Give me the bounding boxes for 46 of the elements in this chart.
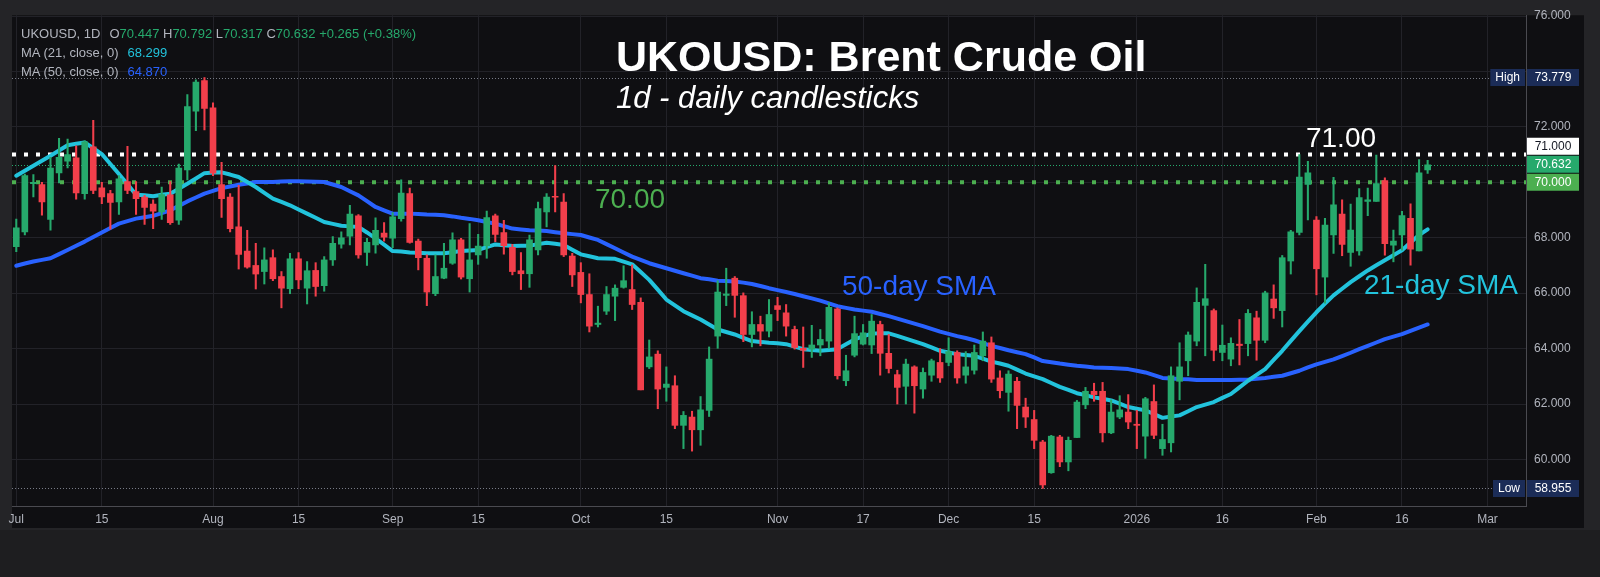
annotation: 70.00 [594,183,666,215]
x-tick-label: 17 [856,511,871,526]
annotation: UKOUSD, 1D [21,26,101,42]
x-tick-label: Feb [1306,511,1328,526]
chart-title: UKOUSD: Brent Crude Oil [616,32,1147,80]
candlestick [124,145,131,194]
annotation: MA (50, close, 0) [21,64,119,80]
text: High 73.779 [1495,69,1572,84]
x-tick-label: Jul [8,511,24,526]
y-tick-label: 66.000 [1534,285,1572,300]
text: O70.447 H70.792 L70.317 C70.632 +0.265 (+0.38%) [109,26,417,42]
x-tick-label: 15 [659,511,674,526]
x-tick-label: 2026 [1123,511,1151,526]
x-tick-label: Sep [381,511,404,526]
text: Low 58.955 [1497,480,1572,495]
series-label: 50-day SMA [841,269,997,301]
x-tick-label: 15 [95,511,109,526]
candlestick [1236,319,1243,366]
candlestick [1133,410,1141,449]
ref-line-label: 71.000 [1534,138,1572,153]
x-tick-label: 16 [1215,511,1230,526]
y-tick-label: 76.000 [1534,8,1572,23]
x-tick-label: Nov [766,511,789,526]
x-tick-label: Mar [1477,511,1498,526]
ref-line-label: 70.632 [1534,156,1572,171]
annotation: 64.870 [127,64,168,80]
y-tick-label: 72.000 [1534,119,1572,134]
x-tick-label: 16 [1395,511,1409,526]
x-tick-label: 15 [291,511,306,526]
y-tick-label: 62.000 [1534,396,1572,411]
x-tick-label: Aug [202,511,224,526]
x-tick-label: 15 [471,511,486,526]
ref-line-label: 70.000 [1534,174,1572,189]
series-label: 21-day SMA [1363,268,1519,300]
x-tick-label: 15 [1027,511,1042,526]
x-tick-label: Oct [571,511,591,526]
x-tick-label: Dec [937,511,960,526]
annotation: 71.00 [1305,122,1377,154]
candlestick [551,165,559,213]
y-tick-label: 64.000 [1534,340,1572,355]
y-tick-label: 60.000 [1534,451,1572,466]
annotation: MA (21, close, 0) [21,45,119,61]
candlestick [722,267,730,306]
y-tick-label: 68.000 [1534,230,1572,245]
text: 1d - daily candlesticks [616,80,920,115]
annotation: 68.299 [127,45,168,61]
